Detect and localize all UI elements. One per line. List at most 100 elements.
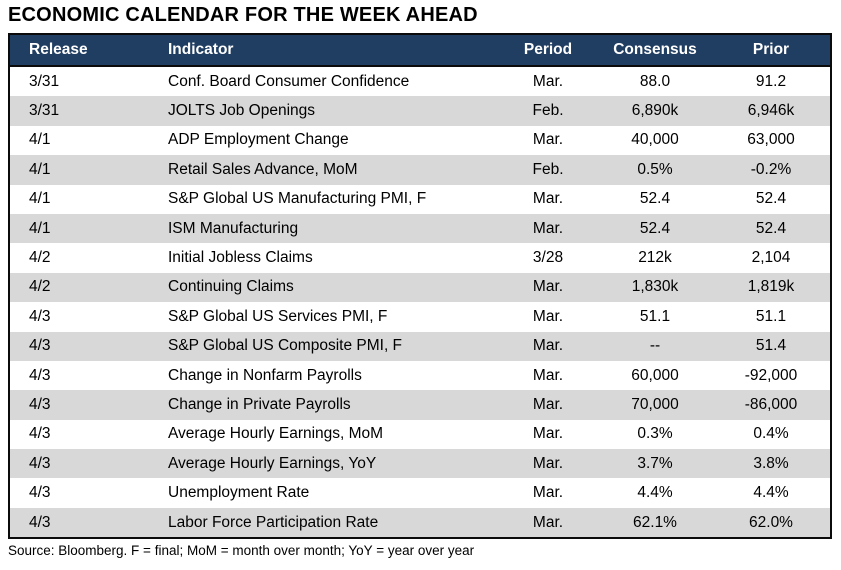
table-row: 4/1 S&P Global US Manufacturing PMI, F M… [10,184,830,214]
cell-period: 3/28 [532,249,564,267]
cell-indicator: Change in Private Payrolls [168,395,351,413]
cell-indicator: Continuing Claims [168,278,294,296]
cell-consensus: 52.4 [639,190,671,208]
cell-consensus: 6,890k [631,102,679,120]
cell-consensus: 51.1 [639,307,671,325]
table-header-row: Release Indicator Period Consensus Prior [10,35,830,67]
cell-consensus: 0.5% [637,160,673,178]
cell-consensus: 4.4% [637,484,673,502]
cell-period: Mar. [532,366,564,384]
cell-prior: 4.4% [753,484,789,502]
table-row: 4/3 Unemployment Rate Mar. 4.4% 4.4% [10,478,830,508]
cell-consensus: 60,000 [631,366,679,384]
cell-period: Mar. [532,337,564,355]
table-row: 4/2 Continuing Claims Mar. 1,830k 1,819k [10,272,830,303]
cell-period: Feb. [532,160,564,178]
table-row: 4/3 Average Hourly Earnings, YoY Mar. 3.… [10,449,830,479]
column-header-prior: Prior [752,41,790,58]
cell-indicator: JOLTS Job Openings [168,102,316,120]
cell-consensus: 62.1% [633,513,677,531]
cell-release: 4/3 [29,395,51,413]
cell-period: Mar. [532,278,564,296]
cell-release: 4/3 [29,366,51,384]
cell-release: 4/3 [29,484,51,502]
cell-release: 4/3 [29,307,51,325]
cell-prior: 51.1 [755,307,787,325]
cell-period: Mar. [532,190,564,208]
table-row: 4/1 Retail Sales Advance, MoM Feb. 0.5% … [10,155,830,185]
cell-indicator: ADP Employment Change [168,131,349,149]
cell-period: Mar. [532,307,564,325]
cell-release: 4/1 [29,131,51,149]
cell-consensus: 212k [638,249,672,267]
cell-release: 4/3 [29,425,51,443]
cell-indicator: Labor Force Participation Rate [168,513,379,531]
column-header-indicator: Indicator [168,41,234,58]
source-note: Source: Bloomberg. F = final; MoM = mont… [8,543,475,559]
cell-indicator: Retail Sales Advance, MoM [168,160,358,178]
cell-period: Mar. [532,219,564,237]
cell-consensus: 52.4 [639,219,671,237]
cell-period: Mar. [532,131,564,149]
cell-indicator: S&P Global US Services PMI, F [168,307,388,325]
cell-release: 4/1 [29,160,51,178]
table-row: 4/1 ADP Employment Change Mar. 40,000 63… [10,125,830,156]
cell-prior: 1,819k [747,278,795,296]
cell-prior: 51.4 [755,337,787,355]
cell-indicator: Unemployment Rate [168,484,310,502]
cell-indicator: Conf. Board Consumer Confidence [168,72,410,90]
cell-prior: 62.0% [749,513,793,531]
cell-indicator: S&P Global US Manufacturing PMI, F [168,190,427,208]
cell-prior: 6,946k [747,102,795,120]
economic-calendar-table: Release Indicator Period Consensus Prior… [8,33,832,540]
cell-release: 4/1 [29,190,51,208]
cell-prior: 3.8% [753,454,789,472]
cell-period: Mar. [532,425,564,443]
table-row: 4/3 Labor Force Participation Rate Mar. … [10,507,830,538]
table-row: 4/3 S&P Global US Services PMI, F Mar. 5… [10,302,830,332]
cell-prior: 2,104 [751,249,791,267]
cell-release: 4/3 [29,337,51,355]
cell-prior: -0.2% [750,160,792,178]
cell-consensus: -- [649,337,661,355]
cell-prior: 0.4% [753,425,789,443]
cell-period: Mar. [532,484,564,502]
cell-consensus: 1,830k [631,278,679,296]
cell-release: 4/2 [29,249,51,267]
cell-release: 3/31 [29,102,60,120]
table-row: 4/3 Average Hourly Earnings, MoM Mar. 0.… [10,419,830,450]
cell-release: 4/2 [29,278,51,296]
table-row: 3/31 Conf. Board Consumer Confidence Mar… [10,67,830,97]
cell-period: Mar. [532,513,564,531]
cell-period: Mar. [532,395,564,413]
cell-consensus: 40,000 [631,131,679,149]
cell-consensus: 70,000 [631,395,679,413]
cell-period: Mar. [532,454,564,472]
cell-indicator: Average Hourly Earnings, MoM [168,425,384,443]
cell-indicator: S&P Global US Composite PMI, F [168,337,403,355]
cell-period: Mar. [532,72,564,90]
cell-indicator: Change in Nonfarm Payrolls [168,366,362,384]
column-header-consensus: Consensus [613,41,697,58]
cell-prior: 91.2 [755,72,787,90]
cell-prior: 63,000 [747,131,795,149]
cell-indicator: Initial Jobless Claims [168,249,313,267]
cell-consensus: 88.0 [639,72,671,90]
table-row: 3/31 JOLTS Job Openings Feb. 6,890k 6,94… [10,96,830,126]
cell-indicator: Average Hourly Earnings, YoY [168,454,377,472]
table-row: 4/2 Initial Jobless Claims 3/28 212k 2,1… [10,243,830,273]
cell-prior: -92,000 [744,366,798,384]
table-row: 4/3 Change in Private Payrolls Mar. 70,0… [10,390,830,420]
cell-period: Feb. [532,102,564,120]
cell-release: 3/31 [29,72,60,90]
cell-prior: 52.4 [755,219,787,237]
table-row: 4/3 S&P Global US Composite PMI, F Mar. … [10,331,830,361]
table-row: 4/1 ISM Manufacturing Mar. 52.4 52.4 [10,213,830,244]
cell-consensus: 3.7% [637,454,673,472]
column-header-release: Release [29,41,88,58]
cell-consensus: 0.3% [637,425,673,443]
page-title: ECONOMIC CALENDAR FOR THE WEEK AHEAD [8,4,478,26]
cell-release: 4/3 [29,454,51,472]
cell-indicator: ISM Manufacturing [168,219,299,237]
